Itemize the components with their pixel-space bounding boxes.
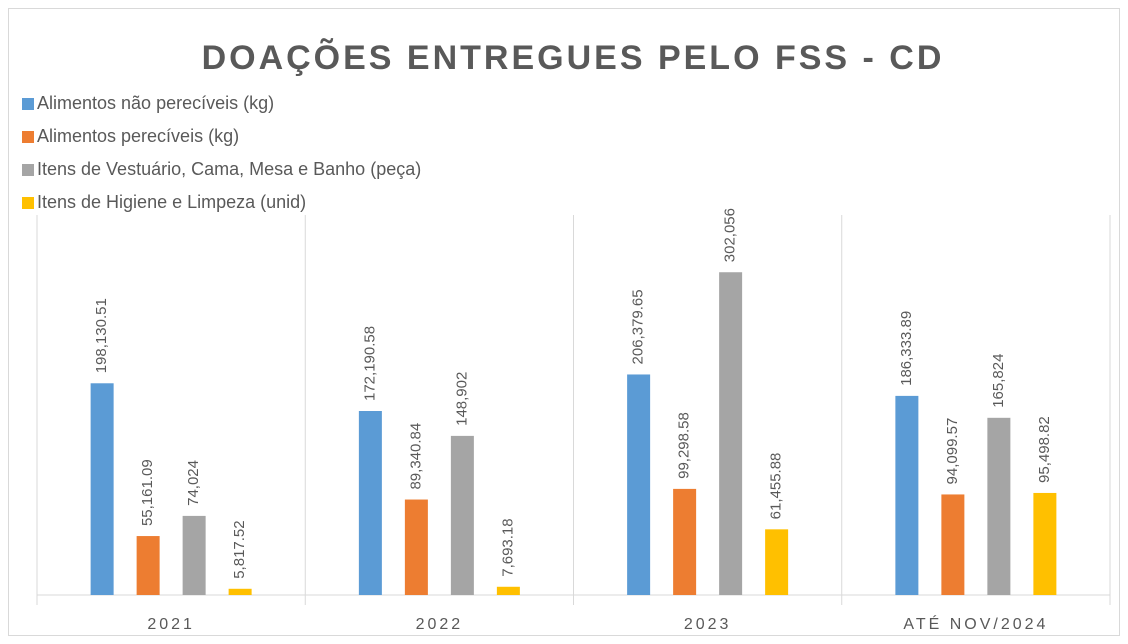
x-tick-label: 2021: [147, 616, 195, 633]
value-label: 186,333.89: [898, 311, 915, 386]
value-label: 89,340.84: [407, 423, 424, 490]
bar: [895, 395, 919, 595]
legend-swatch: [22, 131, 34, 143]
value-label: 206,379.65: [630, 289, 647, 364]
bar: [228, 588, 252, 595]
chart-title: DOAÇÕES ENTREGUES PELO FSS - CD: [202, 39, 945, 77]
bar: [673, 488, 697, 595]
bar: [90, 383, 114, 595]
value-label: 61,455.88: [768, 453, 785, 520]
bar: [719, 272, 743, 595]
bar: [136, 536, 160, 595]
x-tick-label: 2022: [416, 616, 464, 633]
x-tick-label: 2023: [684, 616, 732, 633]
value-label: 99,298.58: [676, 412, 693, 479]
value-label: 74,024: [185, 460, 202, 506]
value-label: 198,130.51: [93, 298, 110, 373]
legend-label: Alimentos perecíveis (kg): [37, 126, 239, 146]
value-label: 55,161.09: [139, 459, 156, 526]
bar: [404, 499, 428, 595]
bar: [627, 374, 651, 595]
value-label: 5,817.52: [231, 520, 248, 578]
bar: [987, 417, 1011, 595]
value-label: 302,056: [722, 208, 739, 262]
bar: [765, 529, 789, 595]
value-label: 165,824: [990, 354, 1007, 408]
legend-swatch: [22, 98, 34, 110]
legend-label: Itens de Vestuário, Cama, Mesa e Banho (…: [37, 159, 421, 179]
value-label: 148,902: [453, 372, 470, 426]
bar: [182, 515, 206, 595]
bar: [1033, 492, 1057, 595]
legend-label: Alimentos não perecíveis (kg): [37, 93, 274, 113]
bar: [496, 586, 520, 595]
value-label: 95,498.82: [1036, 416, 1053, 483]
bar: [941, 494, 965, 595]
x-tick-label: ATÉ NOV/2024: [903, 614, 1048, 633]
legend-swatch: [22, 164, 34, 176]
value-label: 172,190.58: [361, 326, 378, 401]
value-label: 7,693.18: [499, 518, 516, 576]
bar: [450, 435, 474, 595]
value-label: 94,099.57: [944, 418, 961, 485]
legend-swatch: [22, 197, 34, 209]
legend-label: Itens de Higiene e Limpeza (unid): [37, 192, 306, 212]
bar: [358, 411, 382, 595]
